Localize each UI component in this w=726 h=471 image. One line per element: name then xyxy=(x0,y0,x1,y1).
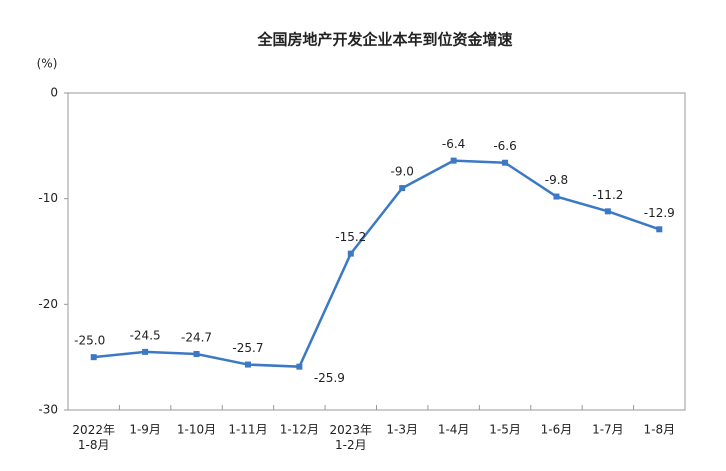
x-tick-label: 2022年 1-8月 xyxy=(72,423,115,452)
y-tick-label: 0 xyxy=(50,86,58,100)
y-unit: (%) xyxy=(37,57,58,71)
marker xyxy=(244,361,251,368)
x-tick-label: 1-3月 xyxy=(386,423,418,437)
x-tick-label: 1-4月 xyxy=(438,423,470,437)
marker xyxy=(193,350,200,357)
x-tick-label: 1-9月 xyxy=(129,423,161,437)
line xyxy=(93,159,660,368)
marker xyxy=(296,363,303,370)
data-label: -11.2 xyxy=(592,188,623,202)
marker xyxy=(142,348,149,355)
x-tick-label: 1-6月 xyxy=(541,423,573,437)
marker xyxy=(604,208,611,215)
marker xyxy=(347,250,354,257)
data-label: -6.4 xyxy=(442,137,465,151)
data-label: -6.6 xyxy=(493,139,516,153)
data-label: -12.9 xyxy=(644,206,675,220)
data-label: -15.2 xyxy=(335,230,366,244)
chart-title: 全国房地产开发企业本年到位资金增速 xyxy=(256,31,512,49)
marker xyxy=(450,157,457,164)
marker xyxy=(656,226,663,233)
marker xyxy=(90,354,97,361)
x-tick-label: 1-7月 xyxy=(592,423,624,437)
data-label: -24.5 xyxy=(130,328,161,342)
data-label: -9.0 xyxy=(390,165,413,179)
marker xyxy=(553,193,560,200)
y-tick-label: -30 xyxy=(38,403,58,417)
x-tick-label: 1-10月 xyxy=(177,423,216,437)
data-label: -9.8 xyxy=(545,173,568,187)
x-tick-label: 1-8月 xyxy=(643,423,675,437)
data-label: -25.0 xyxy=(74,334,105,348)
x-tick-label: 2023年 1-2月 xyxy=(330,423,373,452)
x-tick-label: 1-11月 xyxy=(228,423,267,437)
y-tick-label: -10 xyxy=(38,191,58,205)
marker xyxy=(399,185,406,192)
data-label: -25.9 xyxy=(314,371,345,385)
x-tick-label: 1-5月 xyxy=(489,423,521,437)
data-label: -25.7 xyxy=(232,341,263,355)
x-tick-label: 1-12月 xyxy=(280,423,319,437)
plot-frame xyxy=(67,92,686,411)
y-tick-label: -20 xyxy=(38,297,58,311)
data-label: -24.7 xyxy=(181,330,212,344)
marker xyxy=(502,159,509,166)
